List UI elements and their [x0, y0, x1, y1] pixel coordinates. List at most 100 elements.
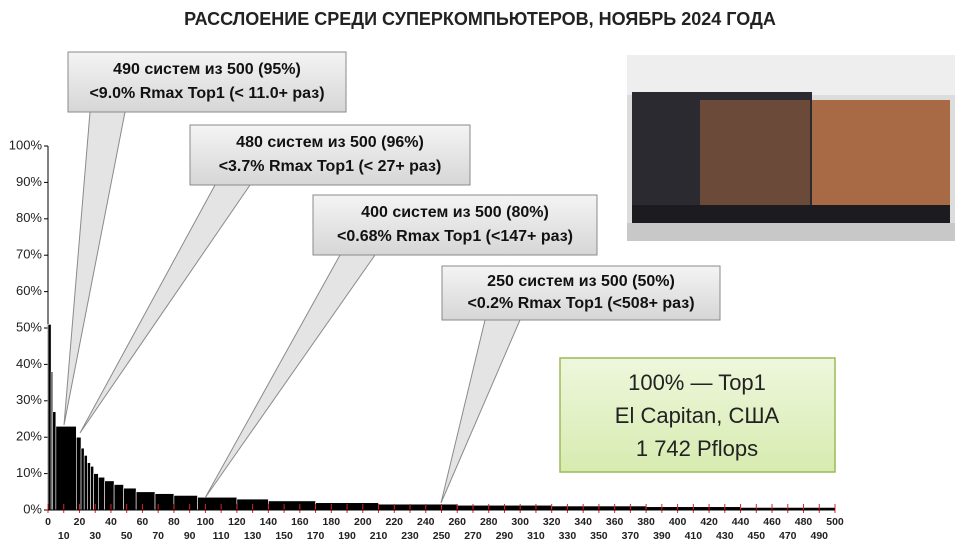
- bar: [173, 495, 198, 511]
- x-tick-label: 480: [795, 516, 813, 528]
- y-tick-label: 50%: [16, 319, 42, 334]
- x-tick-label: 90: [184, 530, 196, 542]
- x-tick-label: 20: [74, 516, 86, 528]
- x-tick-label: 460: [763, 516, 781, 528]
- x-tick-label: 260: [448, 516, 466, 528]
- x-tick-label: 120: [228, 516, 246, 528]
- callout-text: 480 систем из 500 (96%): [236, 134, 424, 151]
- callout-box: [312, 194, 598, 256]
- y-tick-label: 40%: [16, 356, 42, 371]
- x-tick-label: 280: [480, 516, 498, 528]
- y-tick-label: 0%: [23, 501, 42, 516]
- callout-pointer: [440, 319, 521, 504]
- x-tick-label: 40: [105, 516, 117, 528]
- y-tick-label: 10%: [16, 465, 42, 480]
- y-tick-label: 100%: [9, 137, 43, 152]
- bar: [197, 496, 238, 511]
- x-tick-label: 490: [810, 530, 828, 542]
- x-tick-label: 110: [213, 530, 230, 542]
- y-tick-label: 20%: [16, 429, 42, 444]
- bar: [104, 480, 115, 511]
- y-tick-label: 90%: [16, 174, 42, 189]
- x-tick-label: 220: [386, 516, 404, 528]
- bar: [90, 466, 94, 511]
- x-tick-label: 100: [197, 516, 215, 528]
- callout-text: <0.68% Rmax Top1 (<147+ раз): [337, 228, 573, 245]
- x-tick-label: 200: [354, 516, 372, 528]
- x-tick-label: 190: [338, 530, 356, 542]
- x-tick-label: 500: [826, 516, 844, 528]
- y-tick-label: 70%: [16, 247, 42, 262]
- x-tick-label: 310: [527, 530, 545, 542]
- x-tick-label: 30: [89, 530, 101, 542]
- callout-box: [441, 265, 721, 321]
- x-tick-label: 150: [275, 530, 293, 542]
- bar: [93, 473, 99, 511]
- x-tick-label: 390: [653, 530, 671, 542]
- bar: [98, 476, 105, 511]
- x-tick-label: 240: [417, 516, 435, 528]
- photo: [627, 55, 955, 241]
- x-tick-label: 300: [511, 516, 529, 528]
- x-tick-label: 230: [401, 530, 419, 542]
- callout-text: 490 систем из 500 (95%): [113, 61, 301, 78]
- callout-pointer: [79, 184, 251, 434]
- callout-text: <3.7% Rmax Top1 (< 27+ раз): [219, 158, 442, 175]
- callout-text: 250 систем из 500 (50%): [487, 273, 675, 290]
- x-tick-label: 340: [574, 516, 592, 528]
- callout-text: <9.0% Rmax Top1 (< 11.0+ раз): [89, 85, 324, 102]
- x-tick-label: 10: [58, 530, 70, 542]
- bar: [83, 455, 88, 511]
- callout-box: [189, 124, 471, 186]
- bar: [113, 484, 124, 511]
- x-tick-label: 130: [244, 530, 262, 542]
- callout-box: [67, 51, 347, 113]
- x-tick-label: 290: [496, 530, 514, 542]
- bar: [55, 425, 77, 511]
- bar: [47, 324, 52, 511]
- x-tick-label: 400: [669, 516, 687, 528]
- bar: [87, 462, 91, 511]
- bar: [76, 436, 82, 511]
- x-tick-label: 70: [152, 530, 164, 542]
- bar: [52, 411, 57, 511]
- x-tick-label: 160: [291, 516, 309, 528]
- x-tick-label: 470: [779, 530, 797, 542]
- highlight-box: [559, 357, 836, 473]
- x-tick-label: 180: [323, 516, 341, 528]
- highlight-text: 1 742 Pflops: [636, 436, 758, 461]
- bar: [268, 500, 316, 511]
- x-tick-label: 0: [45, 516, 51, 528]
- x-tick-label: 270: [464, 530, 482, 542]
- x-tick-label: 60: [137, 516, 149, 528]
- x-tick-label: 440: [732, 516, 750, 528]
- x-tick-label: 330: [559, 530, 577, 542]
- callout-text: 400 систем из 500 (80%): [361, 204, 549, 221]
- x-tick-label: 320: [543, 516, 561, 528]
- x-tick-label: 420: [700, 516, 718, 528]
- x-tick-label: 450: [748, 530, 766, 542]
- callout-pointer: [204, 254, 376, 499]
- x-tick-label: 80: [168, 516, 180, 528]
- y-tick-label: 80%: [16, 210, 42, 225]
- highlight-text: El Capitan, США: [615, 403, 780, 428]
- x-tick-label: 370: [622, 530, 640, 542]
- x-tick-label: 380: [637, 516, 655, 528]
- y-tick-label: 60%: [16, 283, 42, 298]
- x-tick-label: 140: [260, 516, 278, 528]
- bar: [135, 491, 156, 511]
- x-tick-label: 360: [606, 516, 624, 528]
- x-tick-label: 250: [433, 530, 451, 542]
- x-tick-label: 50: [121, 530, 133, 542]
- bar: [123, 487, 137, 511]
- callout-text: <0.2% Rmax Top1 (<508+ раз): [467, 295, 694, 312]
- x-tick-label: 210: [370, 530, 388, 542]
- chart-title: РАССЛОЕНИЕ СРЕДИ СУПЕРКОМПЬЮТЕРОВ, НОЯБР…: [184, 9, 776, 29]
- x-tick-label: 430: [716, 530, 734, 542]
- x-tick-label: 410: [685, 530, 703, 542]
- bar: [378, 503, 458, 511]
- x-tick-label: 350: [590, 530, 608, 542]
- bar: [80, 447, 85, 511]
- y-tick-label: 30%: [16, 392, 42, 407]
